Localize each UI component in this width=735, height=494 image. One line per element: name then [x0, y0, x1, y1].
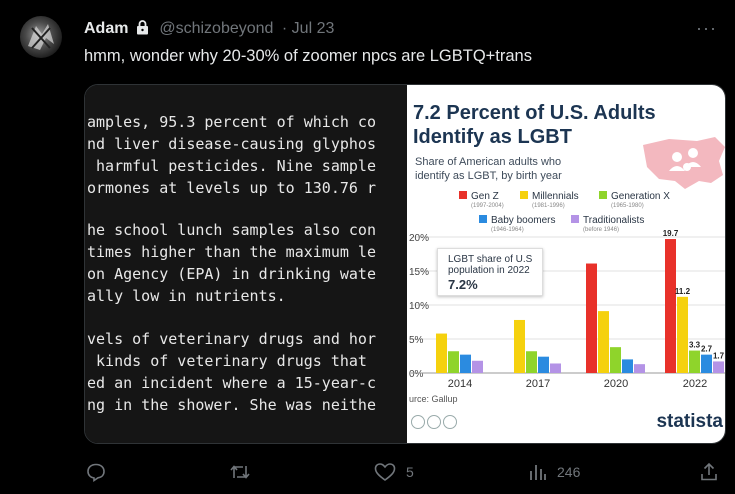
legend-baby-boomers: Baby boomers (1946-1964) [479, 215, 555, 233]
data-label: 3.3 [689, 341, 701, 350]
terminal-line: amples, 95.3 percent of which co [87, 113, 376, 131]
callout-label: LGBT share of U.S population in 2022 [448, 254, 533, 276]
bar-generation-x-2022 [689, 350, 700, 373]
reply-button[interactable] [86, 462, 116, 482]
data-label: 2.7 [701, 345, 713, 354]
views-count: 246 [557, 464, 581, 480]
legend-gen-z: Gen Z (1997-2004) [459, 191, 504, 209]
callout-value: 7.2% [448, 277, 478, 292]
views-icon [530, 465, 546, 480]
terminal-line: kinds of veterinary drugs that [87, 352, 376, 370]
statista-logo: statista [656, 411, 723, 432]
us-map-icon [643, 137, 725, 189]
y-tick-label: 5% [409, 335, 424, 346]
legend-millennials: Millennials (1981-1996) [520, 191, 579, 209]
reply-icon [87, 463, 105, 482]
bar-chart: 0% 5% 10% 15% 20% 2014 2017 2020 19.7 11.2 3.3 2.71… [409, 229, 725, 390]
share-icon [701, 462, 717, 481]
terminal-line: ng in the shower. She was neithe [87, 396, 376, 414]
bar-baby-boomers-2014 [460, 354, 471, 373]
lock-icon [136, 20, 149, 40]
bar-generation-x-2014 [448, 351, 459, 373]
user-handle[interactable]: @schizobeyond [159, 20, 274, 37]
tweet-actions: 5 246 [0, 462, 735, 486]
views-button[interactable]: 246 [529, 462, 580, 482]
bar-traditionalists-2022 [713, 361, 724, 373]
retweet-icon [230, 465, 250, 479]
chart-source: urce: Gallup [409, 394, 458, 404]
bar-traditionalists-2014 [472, 360, 483, 373]
terminal-line: harmful pesticides. Nine sample [87, 157, 376, 175]
tweet-date[interactable]: · Jul 23 [281, 20, 335, 37]
bar-millennials-2014 [436, 333, 447, 373]
data-label: 11.2 [675, 287, 691, 296]
heart-icon [374, 463, 396, 481]
bar-baby-boomers-2020 [622, 359, 633, 373]
bar-generation-x-2017 [526, 351, 537, 373]
terminal-line: ormones at levels up to 130.76 r [87, 179, 376, 197]
tweet-text: hmm, wonder why 20-30% of zoomer npcs ar… [84, 47, 532, 65]
avatar[interactable] [20, 16, 62, 58]
bar-millennials-2022 [677, 296, 688, 373]
share-button[interactable] [699, 462, 719, 482]
more-options-icon[interactable]: ··· [696, 18, 717, 38]
nd-icon [443, 415, 457, 429]
chart-title: 7.2 Percent of U.S. Adults Identify as L… [413, 102, 656, 148]
bar-millennials-2017 [514, 319, 525, 373]
bar-millennials-2020 [598, 311, 609, 373]
y-tick-label: 10% [409, 301, 429, 312]
terminal-line: nd liver disease-causing glyphos [87, 135, 376, 153]
data-label: 1.7 [713, 351, 725, 360]
display-name[interactable]: Adam [84, 20, 129, 37]
tweet-media[interactable]: amples, 95.3 percent of which co nd liver… [84, 84, 726, 444]
cc-icon [411, 415, 425, 429]
bar-generation-x-2020 [610, 347, 621, 373]
x-tick-label: 2017 [526, 378, 550, 390]
y-tick-label: 0% [409, 369, 424, 380]
x-tick-label: 2014 [448, 378, 472, 390]
terminal-line: on Agency (EPA) in drinking wate [87, 265, 376, 283]
like-count: 5 [406, 464, 414, 480]
terminal-line: ally low in nutrients. [87, 287, 286, 305]
terminal-line: times higher than the maximum le [87, 243, 376, 261]
legend-traditionalists: Traditionalists (before 1946) [571, 215, 644, 233]
callout-box: LGBT share of U.S population in 2022 7.2… [437, 248, 543, 296]
attribution-icon [427, 415, 441, 429]
bar-traditionalists-2017 [550, 363, 561, 373]
x-tick-label: 2022 [683, 378, 707, 390]
chart-subtitle: Share of American adults who identify as… [415, 156, 562, 182]
bar-baby-boomers-2022 [701, 354, 712, 373]
tweet-header: Adam @schizobeyond · Jul 23 [84, 20, 334, 40]
bar-gen-z-2022 [665, 239, 676, 373]
terminal-line: vels of veterinary drugs and hor [87, 330, 376, 348]
terminal-line: ed an incident where a 15-year-c [87, 374, 376, 392]
infographic: 7.2 Percent of U.S. Adults Identify as L… [407, 85, 725, 443]
retweet-button[interactable] [229, 462, 261, 482]
bar-baby-boomers-2017 [538, 356, 549, 373]
legend-generation-x: Generation X (1965-1980) [599, 191, 670, 209]
like-button[interactable]: 5 [374, 462, 414, 482]
x-tick-label: 2020 [604, 378, 628, 390]
bar-traditionalists-2020 [634, 364, 645, 373]
avatar-image [28, 24, 54, 50]
bar-gen-z-2020 [586, 263, 597, 373]
terminal-line: he school lunch samples also con [87, 221, 376, 239]
y-tick-label: 15% [409, 267, 429, 278]
y-tick-label: 20% [409, 233, 429, 244]
data-label: 19.7 [663, 229, 679, 238]
terminal-screenshot: amples, 95.3 percent of which co nd liver… [85, 85, 407, 443]
